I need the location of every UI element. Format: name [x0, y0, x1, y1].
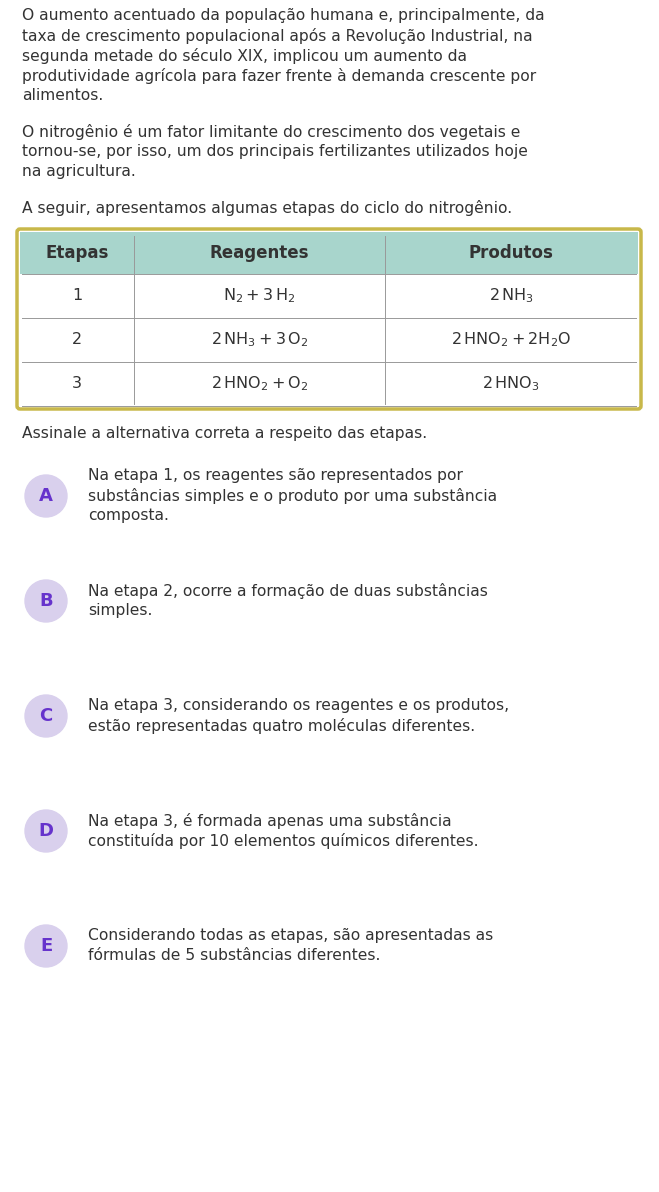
Text: composta.: composta.	[88, 508, 169, 523]
Text: Na etapa 2, ocorre a formação de duas substâncias: Na etapa 2, ocorre a formação de duas su…	[88, 583, 488, 600]
Text: B: B	[39, 592, 53, 610]
Text: 2: 2	[72, 333, 82, 348]
Circle shape	[25, 695, 67, 737]
Text: O aumento acentuado da população humana e, principalmente, da: O aumento acentuado da população humana …	[22, 8, 544, 23]
Text: segunda metade do século XIX, implicou um aumento da: segunda metade do século XIX, implicou u…	[22, 48, 467, 64]
Text: Na etapa 3, considerando os reagentes e os produtos,: Na etapa 3, considerando os reagentes e …	[88, 699, 509, 713]
Circle shape	[25, 474, 67, 517]
Text: simples.: simples.	[88, 603, 152, 617]
Text: Produtos: Produtos	[469, 244, 554, 262]
Text: 3: 3	[72, 377, 82, 391]
Text: A: A	[39, 488, 53, 505]
Text: $\mathregular{2\,HNO_2 + O_2}$: $\mathregular{2\,HNO_2 + O_2}$	[211, 374, 308, 393]
Text: Na etapa 1, os reagentes são representados por: Na etapa 1, os reagentes são representad…	[88, 468, 463, 483]
Text: A seguir, apresentamos algumas etapas do ciclo do nitrogênio.: A seguir, apresentamos algumas etapas do…	[22, 200, 512, 216]
Text: $\mathregular{2\,HNO_2 + 2H_2O}$: $\mathregular{2\,HNO_2 + 2H_2O}$	[451, 330, 571, 349]
Text: $\mathregular{N_2 + 3\,H_2}$: $\mathregular{N_2 + 3\,H_2}$	[223, 286, 296, 305]
Text: fórmulas de 5 substâncias diferentes.: fórmulas de 5 substâncias diferentes.	[88, 948, 380, 963]
Text: $\mathregular{2\,NH_3 + 3\,O_2}$: $\mathregular{2\,NH_3 + 3\,O_2}$	[211, 330, 308, 349]
Text: estão representadas quatro moléculas diferentes.: estão representadas quatro moléculas dif…	[88, 718, 475, 734]
Text: C: C	[40, 707, 53, 725]
Text: D: D	[38, 822, 53, 840]
Text: Assinale a alternativa correta a respeito das etapas.: Assinale a alternativa correta a respeit…	[22, 426, 427, 441]
Text: O nitrogênio é um fator limitante do crescimento dos vegetais e: O nitrogênio é um fator limitante do cre…	[22, 124, 521, 139]
Circle shape	[25, 581, 67, 622]
Text: Reagentes: Reagentes	[210, 244, 309, 262]
Text: 1: 1	[72, 288, 82, 304]
Text: alimentos.: alimentos.	[22, 88, 103, 103]
Bar	[20, 274, 638, 406]
FancyBboxPatch shape	[20, 232, 638, 274]
Text: Etapas: Etapas	[45, 244, 109, 262]
Text: $\mathregular{2\,NH_3}$: $\mathregular{2\,NH_3}$	[489, 286, 534, 305]
Text: substâncias simples e o produto por uma substância: substâncias simples e o produto por uma …	[88, 488, 497, 504]
Text: E: E	[40, 937, 52, 955]
Text: $\mathregular{2\,HNO_3}$: $\mathregular{2\,HNO_3}$	[482, 374, 540, 393]
Text: Na etapa 3, é formada apenas uma substância: Na etapa 3, é formada apenas uma substân…	[88, 813, 451, 828]
Text: taxa de crescimento populacional após a Revolução Industrial, na: taxa de crescimento populacional após a …	[22, 27, 532, 44]
Circle shape	[25, 925, 67, 967]
Text: Considerando todas as etapas, são apresentadas as: Considerando todas as etapas, são aprese…	[88, 929, 493, 943]
Text: na agricultura.: na agricultura.	[22, 164, 136, 179]
Text: tornou-se, por isso, um dos principais fertilizantes utilizados hoje: tornou-se, por isso, um dos principais f…	[22, 144, 528, 159]
Text: constituída por 10 elementos químicos diferentes.: constituída por 10 elementos químicos di…	[88, 833, 478, 849]
Text: produtividade agrícola para fazer frente à demanda crescente por: produtividade agrícola para fazer frente…	[22, 68, 536, 83]
Circle shape	[25, 811, 67, 852]
